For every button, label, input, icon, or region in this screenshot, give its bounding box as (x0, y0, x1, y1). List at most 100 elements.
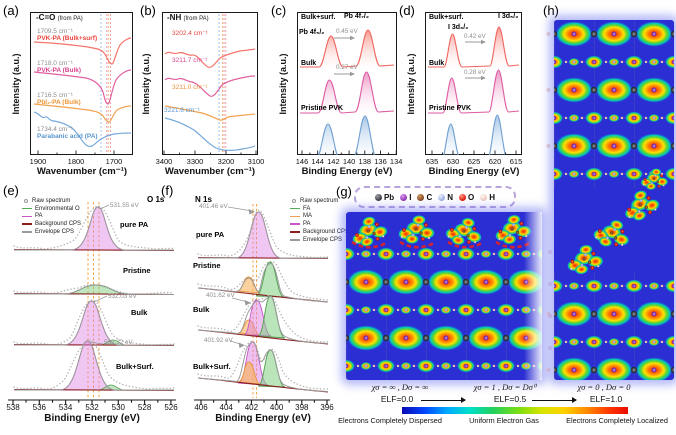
panel-b-title: -NH (from PA) (167, 13, 209, 22)
faint-edge-atoms (547, 249, 553, 351)
curve-name: PVK-PA (Bulk+surf) (37, 35, 98, 42)
atom-symbol: O (468, 192, 475, 202)
pb4f-bulk-surf-line (300, 29, 395, 68)
peak-value: 3202.4 cm⁻¹ (172, 30, 208, 37)
ev-annotation: 401.92 eV (204, 337, 233, 344)
xtick: 402 (244, 403, 259, 412)
raw-spectrum-icon (292, 198, 296, 203)
trace-label: Bulk (429, 60, 445, 67)
trace-label: pure PA (196, 230, 225, 239)
panel-a-ylabel: Intensity (a.u.) (11, 53, 21, 115)
trace-label: Pristine PVK (301, 105, 344, 112)
elf-map-grain-boundary-plot (554, 20, 674, 380)
perovskite-lattice-bottom (554, 272, 674, 380)
legend-label: Raw spectrum (300, 197, 339, 204)
elf-caption-dispersed: Electrons Completely Dispersed (338, 416, 442, 425)
panel-b-title-text: -NH (167, 13, 182, 22)
elf-equation-uniform: χσ = 1 , Dσ = Dσ⁰ (473, 382, 537, 392)
o1s-bulk-dots (13, 299, 175, 346)
edge-fade (524, 212, 542, 380)
panel-a-axis-ticks (37, 150, 115, 155)
atom-legend-item: Pb (374, 192, 395, 202)
pb4f-pristine-fill (318, 116, 375, 155)
xtick: 528 (137, 403, 152, 412)
xtick: 1900 (29, 157, 47, 166)
atom-symbol: Pb (383, 192, 395, 202)
curve-value: 1709.5 cm⁻¹ (37, 28, 73, 35)
xtick: 3200 (217, 157, 235, 166)
leader-line (89, 341, 104, 345)
xtick: 538 (6, 403, 20, 412)
legend-row: Raw spectrum (290, 197, 349, 205)
arrow-head (238, 342, 245, 348)
pa-molecule (590, 215, 634, 253)
xtick: 630 (446, 157, 460, 166)
n1s-legend: Raw spectrum FA MA PA Background CPS Env… (290, 197, 349, 244)
elf-value-05: ELF=0.5 (493, 394, 527, 404)
legend-row: Background CPS (22, 220, 81, 228)
perovskite-lattice-top (554, 20, 674, 188)
i3d-bulk-surf-line (428, 26, 520, 68)
legend-label: Background CPS (303, 229, 350, 236)
c-atom-icon (417, 193, 425, 201)
peak-value: 3211.0 cm⁻¹ (172, 84, 208, 91)
atom-symbol: I (409, 192, 412, 202)
n1s-pristine-envelope (197, 263, 329, 303)
panel-b-title-note: (from PA) (183, 16, 209, 22)
i3d-bulk-fill (428, 70, 519, 115)
panel-d-frame (425, 12, 522, 155)
panel-a-title-text: -C=O (36, 13, 56, 22)
ev-annotation: 532.03 eV (108, 293, 137, 300)
curve-name: Parabanic acid (PA) (37, 133, 98, 140)
curve-name: PVK-PA (Bulk) (37, 67, 82, 74)
legend-row: MA (290, 213, 349, 221)
n1s-purepa-pa-fill (235, 211, 282, 259)
environmental-o-swatch (22, 207, 32, 210)
legend-row: Envelope CPS (290, 236, 349, 244)
panel-b-ylabel: Intensity (a.u.) (141, 53, 151, 115)
pa-swatch (290, 223, 300, 226)
xtick: 140 (342, 157, 356, 166)
ev-annotation: 531.55 eV (110, 202, 139, 209)
shift-value: 0.42 eV (464, 33, 486, 40)
peak-label: I 3d₅/₂ (498, 13, 519, 20)
panel-b-spectra-plot (163, 14, 257, 155)
panel-c-frame (297, 12, 397, 155)
panel-a-xlabel: Wavenumber (cm⁻¹) (36, 166, 128, 177)
panel-f-n1s-plot (194, 204, 330, 405)
xtick: 398 (295, 403, 309, 412)
n1s-pristine-fa-fill (255, 261, 285, 298)
xtick: 620 (488, 157, 502, 166)
legend-row: PA (290, 220, 349, 228)
peak-label: Pb 4f₅/₂ (299, 29, 325, 36)
legend-label: Background CPS (35, 221, 82, 228)
legend-label: PA (35, 213, 43, 220)
pa-molecule (398, 215, 435, 244)
xtick: 136 (374, 157, 387, 166)
ftir-curve-bulk-surf (33, 37, 132, 65)
legend-row: FA (290, 205, 349, 213)
n1s-bulksurf-dots (197, 340, 329, 390)
xtick: 146 (295, 157, 309, 166)
panel-e-axis (8, 399, 176, 405)
envelope-cps-swatch (22, 231, 32, 233)
background-cps-swatch (290, 231, 300, 233)
n-atom-icon (438, 193, 446, 201)
trace-label: Pristine (123, 266, 151, 275)
panel-a-frame (30, 12, 133, 155)
ftir-curve-pbi2 (33, 103, 132, 123)
xtick: 1700 (105, 157, 123, 166)
xtick: 406 (194, 403, 208, 412)
o1s-pristine-envelope (14, 284, 175, 295)
panel-e-label: (e) (3, 183, 19, 198)
elf-equation-localized: χσ = 0 , Dσ = 0 (577, 382, 631, 392)
h-atom-icon (480, 193, 488, 201)
panel-h-label: (h) (543, 3, 559, 18)
xtick: 534 (58, 403, 73, 412)
panel-b-label: (b) (140, 3, 156, 18)
panel-b-axis-ticks (163, 150, 257, 155)
atom-legend: Pb I C N O H (354, 186, 516, 208)
panel-a-title-note: (from PA) (57, 16, 83, 22)
n1s-purepa-dots (197, 209, 329, 259)
n1s-purepa-envelope (198, 211, 328, 259)
